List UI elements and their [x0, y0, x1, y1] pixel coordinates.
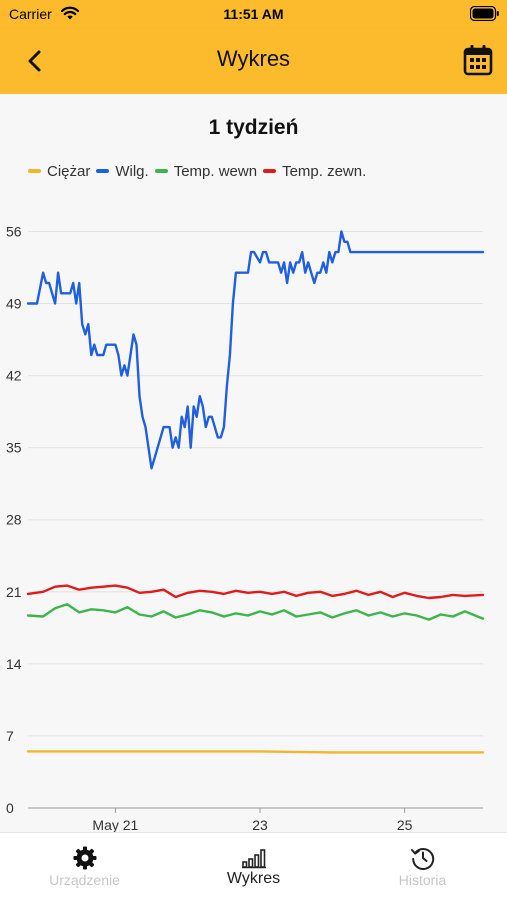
x-tick-label: 23: [252, 817, 268, 832]
back-chevron-icon[interactable]: [18, 44, 52, 78]
x-tick-label: 25: [397, 817, 413, 832]
legend-swatch-temp-in: [154, 169, 168, 173]
series-line-weight: [26, 750, 485, 754]
y-tick-label: 35: [6, 440, 22, 456]
y-tick-label: 7: [6, 728, 14, 744]
tab-label-device: Urządzenie: [49, 872, 120, 888]
y-tick-label: 0: [6, 800, 14, 816]
legend-label-weight: Ciężar: [47, 162, 91, 180]
y-tick-label: 14: [6, 656, 22, 672]
page-title: Wykres: [216, 46, 291, 71]
legend-item-temp-out: Temp. zewn.: [263, 163, 366, 180]
y-tick-label: 28: [6, 512, 22, 528]
y-tick-label: 49: [6, 296, 22, 312]
chart-legend: Ciężar Wilg. Temp. wewn Temp. zewn.: [28, 161, 372, 181]
legend-swatch-weight: [28, 169, 41, 173]
calendar-icon[interactable]: [462, 43, 494, 77]
x-tick-label: May 21: [92, 817, 138, 832]
tab-history[interactable]: Historia: [338, 833, 507, 900]
history-icon: [411, 848, 435, 870]
tab-label-history: Historia: [398, 872, 447, 888]
chart-title: 1 tydzień: [208, 116, 299, 139]
gear-icon: [73, 846, 97, 870]
y-tick-label: 42: [6, 368, 22, 384]
y-tick-label: 21: [6, 584, 22, 600]
legend-swatch-humidity: [96, 169, 110, 173]
tab-device[interactable]: Urządzenie: [0, 833, 169, 900]
series-line-temp-in: [26, 603, 485, 621]
series-line-humidity: [26, 230, 485, 470]
tab-chart[interactable]: Wykres: [169, 833, 338, 900]
carrier-label: Carrier: [9, 6, 52, 22]
y-tick-label: 56: [6, 223, 22, 239]
status-bar: Carrier 11:51 AM: [0, 0, 507, 28]
wifi-icon: [60, 6, 80, 20]
chart-panel: 1 tydzień Ciężar Wilg. Temp. wewn Temp. …: [0, 94, 507, 832]
legend-item-weight: Ciężar: [28, 163, 90, 180]
legend-label-humidity: Wilg.: [115, 162, 149, 180]
legend-item-humidity: Wilg.: [96, 162, 149, 180]
legend-label-temp-in: Temp. wewn: [173, 162, 258, 180]
battery-icon: [470, 6, 499, 21]
tab-label-chart: Wykres: [226, 870, 281, 887]
legend-item-temp-in: Temp. wewn: [154, 162, 258, 180]
status-time: 11:51 AM: [223, 6, 284, 22]
series-line-temp-out: [26, 584, 485, 600]
tab-bar: Urządzenie Wykres Historia: [0, 832, 507, 900]
legend-label-temp-out: Temp. zewn.: [282, 162, 367, 180]
navigation-bar: Wykres: [0, 28, 507, 94]
bar-chart-icon: [242, 849, 266, 869]
line-chart[interactable]: 0 7 14 21 28 35 42 49 56 May 21 23 25: [0, 188, 507, 832]
legend-swatch-temp-out: [263, 169, 277, 173]
